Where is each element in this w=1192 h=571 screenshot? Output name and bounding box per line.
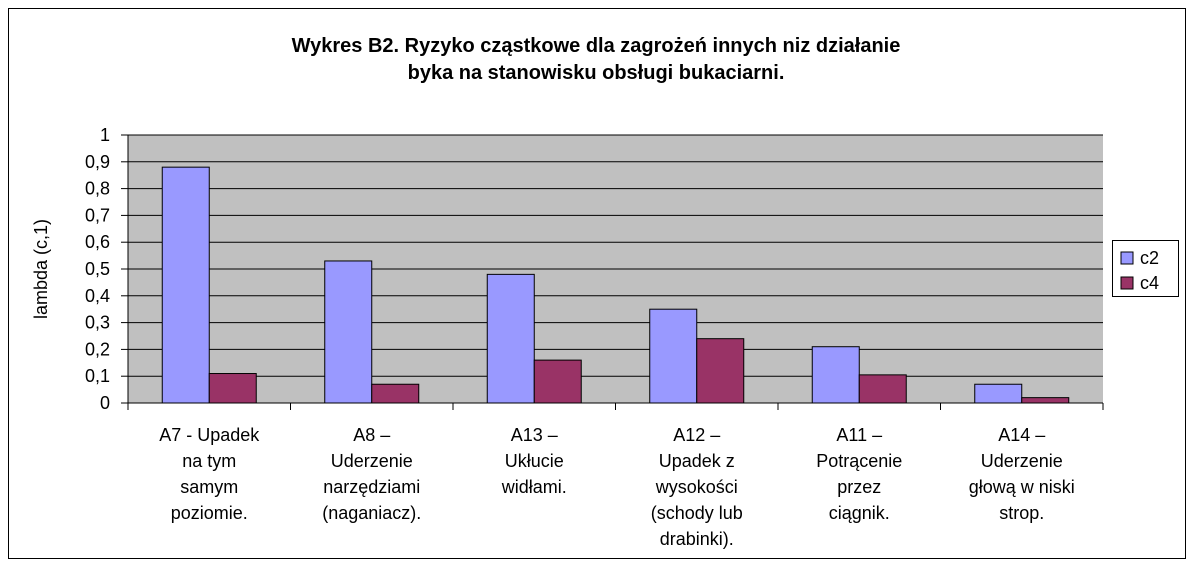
- y-tick-label: 0,9: [85, 152, 110, 172]
- x-tick-label-line: wysokości: [655, 477, 738, 497]
- x-tick-label-line: poziomie.: [171, 503, 248, 523]
- y-tick-label: 0: [100, 393, 110, 413]
- x-tick-label-line: Uderzenie: [981, 451, 1063, 471]
- bar: [858, 374, 907, 404]
- bar: [208, 373, 257, 404]
- y-tick-label: 0,7: [85, 205, 110, 225]
- y-tick-label: 0,3: [85, 313, 110, 333]
- y-tick-label: 0,4: [85, 286, 110, 306]
- bar: [371, 383, 420, 404]
- x-tick-label-line: A13 –: [511, 425, 558, 445]
- x-tick-label-line: A14 –: [998, 425, 1045, 445]
- x-tick-label-line: A7 - Upadek: [159, 425, 260, 445]
- x-tick-label-line: samym: [180, 477, 238, 497]
- bar: [1021, 397, 1070, 404]
- x-tick-label: A7 - Upadek na tym samym poziomie.: [159, 425, 260, 523]
- bar: [811, 346, 860, 404]
- x-tick-label-line: Potrącenie: [816, 451, 902, 471]
- x-tick-label-line: Ukłucie: [505, 451, 564, 471]
- y-tick-label: 0,2: [85, 339, 110, 359]
- x-tick-label-line: Uderzenie: [331, 451, 413, 471]
- x-tick-label: A8 – Uderzenie narzędziami (naganiacz).: [322, 425, 421, 523]
- y-axis-label: lambda (c,1): [31, 219, 51, 319]
- x-tick-label: A13 – Ukłucie widłami.: [501, 425, 567, 497]
- x-tick-label: A14 – Uderzenie głową w niski strop.: [969, 425, 1075, 523]
- x-tick-label: A11 – Potrącenie przez ciągnik.: [816, 425, 902, 523]
- bar: [486, 273, 535, 404]
- y-tick-label: 1: [100, 125, 110, 145]
- x-tick-label-line: głową w niski: [969, 477, 1075, 497]
- x-tick-label-line: Upadek z: [659, 451, 735, 471]
- chart-title: Wykres B2. Ryzyko cząstkowe dla zagrożeń…: [292, 35, 901, 57]
- x-tick-label-line: A8 –: [353, 425, 390, 445]
- x-tick-label-line: (naganiacz).: [322, 503, 421, 523]
- x-tick-label-line: ciągnik.: [829, 503, 890, 523]
- y-tick-label: 0,1: [85, 366, 110, 386]
- chart-title: byka na stanowisku obsługi bukaciarni.: [408, 62, 785, 84]
- bar: [324, 260, 373, 404]
- legend-swatch: [1120, 251, 1134, 265]
- x-tick-label-line: narzędziami: [323, 477, 420, 497]
- x-tick-label-line: widłami.: [501, 477, 567, 497]
- legend-swatch: [1120, 276, 1134, 290]
- x-tick-label-line: na tym: [182, 451, 236, 471]
- bar: [696, 338, 745, 404]
- x-tick-label-line: drabinki).: [660, 529, 734, 549]
- y-tick-label: 0,5: [85, 259, 110, 279]
- x-tick-label-line: przez: [837, 477, 881, 497]
- y-tick-label: 0,6: [85, 232, 110, 252]
- legend-label: c4: [1140, 273, 1159, 293]
- legend-label: c2: [1140, 248, 1159, 268]
- x-tick-label-line: A12 –: [673, 425, 720, 445]
- x-tick-label: A12 – Upadek z wysokości (schody lub drabink…: [651, 425, 743, 549]
- y-tick-label: 0,8: [85, 179, 110, 199]
- bar: [161, 166, 210, 404]
- x-tick-label-line: (schody lub: [651, 503, 743, 523]
- x-tick-label-line: A11 –: [836, 425, 882, 445]
- bar: [533, 359, 582, 404]
- x-tick-label-line: strop.: [999, 503, 1044, 523]
- bar: [974, 383, 1023, 404]
- bar: [649, 308, 698, 404]
